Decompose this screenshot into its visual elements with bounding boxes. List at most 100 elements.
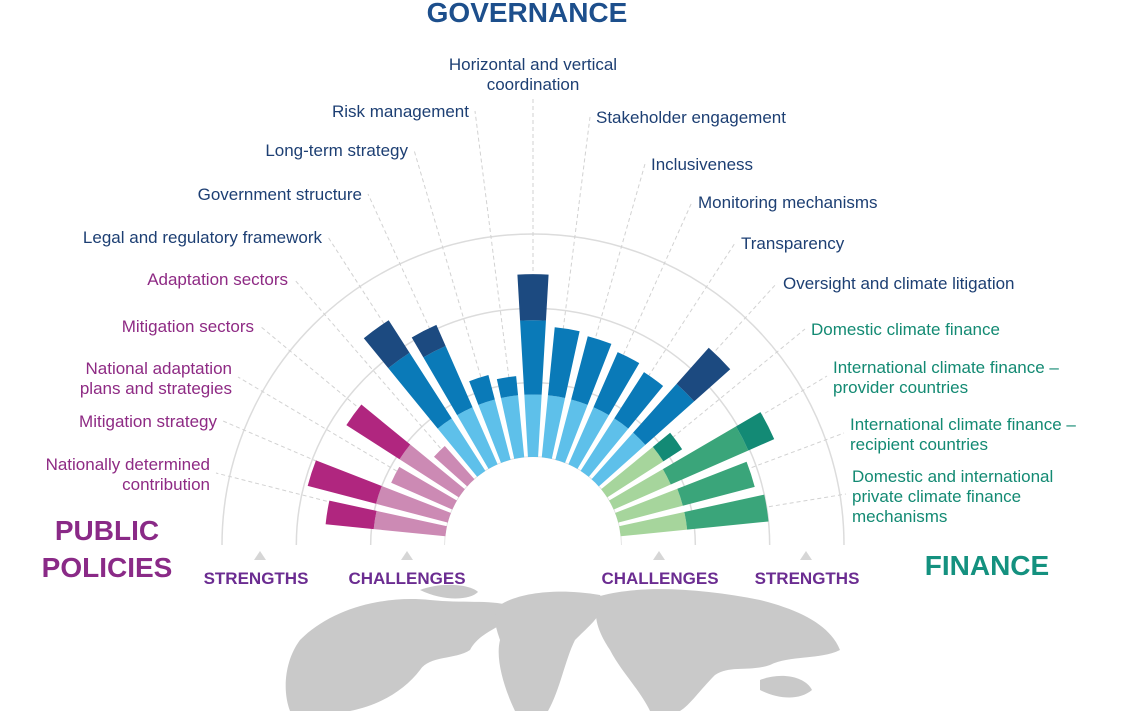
zone-label: CHALLENGES	[601, 569, 718, 588]
category-label: Mitigation strategy	[79, 412, 217, 431]
leader-line	[413, 149, 506, 458]
category-label-line: Oversight and climate litigation	[783, 274, 1015, 293]
bars	[307, 274, 775, 537]
bar-segment	[652, 432, 683, 462]
bar-segment	[547, 327, 580, 399]
bar-segment	[524, 394, 542, 458]
bar-segment	[469, 375, 495, 405]
group-title-line: FINANCE	[925, 550, 1049, 581]
category-label-line: Stakeholder engagement	[596, 108, 786, 127]
group-title: PUBLIC POLICIES	[42, 515, 173, 583]
bar-segment	[593, 352, 640, 416]
group-title-line: PUBLIC	[55, 515, 159, 546]
category-label: Mitigation sectors	[122, 317, 254, 336]
category-label: Domestic climate finance	[811, 320, 1000, 339]
bar-segment	[633, 383, 695, 445]
bar-segment	[391, 466, 458, 510]
group-title-line: POLICIES	[42, 552, 173, 583]
category-label-line: mechanisms	[852, 507, 947, 526]
bar-segment	[684, 494, 769, 530]
bar-segment	[388, 352, 452, 429]
bar-segment	[676, 347, 731, 402]
bar-segment	[614, 488, 683, 523]
category-label-line: Horizontal and vertical	[449, 55, 617, 74]
category-label: Monitoring mechanisms	[698, 193, 878, 212]
category-label-line: Long-term strategy	[265, 141, 408, 160]
category-label: Legal and regulatory framework	[83, 228, 323, 247]
bar-segment	[411, 324, 446, 358]
category-label-line: Legal and regulatory framework	[83, 228, 323, 247]
category-label: Inclusiveness	[651, 155, 753, 174]
bar-segment	[433, 445, 475, 487]
category-label-line: Transparency	[741, 234, 845, 253]
leader-line	[293, 278, 469, 481]
zone-label: CHALLENGES	[348, 569, 465, 588]
category-label: Domestic and international private climat…	[852, 467, 1053, 526]
category-label: Adaptation sectors	[147, 270, 288, 289]
zone-label: STRENGTHS	[755, 569, 860, 588]
bar-segment	[437, 418, 486, 477]
category-label-line: contribution	[122, 475, 210, 494]
bar-segment	[399, 444, 465, 498]
category-label: Transparency	[741, 234, 845, 253]
bar-segment	[555, 399, 588, 464]
category-label-line: National adaptation	[85, 359, 232, 378]
category-label-line: Domestic and international	[852, 467, 1053, 486]
bar-segment	[375, 486, 452, 523]
bar-segment	[677, 461, 755, 506]
bar-segment	[363, 320, 410, 369]
leader-line	[327, 236, 480, 471]
bar-segment	[520, 320, 546, 395]
bar-segment	[496, 376, 519, 399]
category-label: Stakeholder engagement	[596, 108, 786, 127]
category-label-line: recipient countries	[850, 435, 988, 454]
category-label-line: Mitigation sectors	[122, 317, 254, 336]
bar-segment	[614, 372, 664, 429]
bar-segment	[736, 412, 775, 451]
group-title-line: GOVERNANCE	[427, 0, 628, 28]
category-label: Government structure	[198, 185, 362, 204]
category-label-line: Risk management	[332, 102, 469, 121]
category-label-line: Domestic climate finance	[811, 320, 1000, 339]
category-label-line: International climate finance –	[833, 358, 1059, 377]
group-title: GOVERNANCE	[427, 0, 628, 28]
group-title: FINANCE	[925, 550, 1049, 581]
bar-segment	[568, 407, 609, 470]
bar-segment	[608, 469, 671, 510]
bar-segment	[591, 432, 646, 487]
category-label: Horizontal and vertical coordination	[449, 55, 617, 94]
category-label-line: coordination	[487, 75, 580, 94]
category-label-line: provider countries	[833, 378, 968, 397]
world-map	[285, 584, 840, 711]
bar-segment	[457, 407, 498, 470]
category-label-line: Nationally determined	[46, 455, 210, 474]
bar-segment	[478, 399, 511, 464]
category-label-line: Mitigation strategy	[79, 412, 217, 431]
bar-segment	[325, 500, 377, 530]
category-label: Oversight and climate litigation	[783, 274, 1015, 293]
leader-line	[237, 376, 452, 504]
bar-segment	[307, 460, 382, 504]
hub	[445, 457, 621, 545]
zone-label: STRENGTHS	[204, 569, 309, 588]
bar-segment	[517, 274, 549, 321]
category-label: International climate finance – recipient…	[850, 415, 1076, 454]
category-label-line: International climate finance –	[850, 415, 1076, 434]
bar-segment	[601, 446, 664, 498]
bar-segment	[423, 345, 473, 416]
leader-line	[614, 375, 828, 504]
bar-segment	[373, 510, 448, 537]
category-label-line: Inclusiveness	[651, 155, 753, 174]
category-label: International climate finance – provider …	[833, 358, 1059, 397]
category-label-line: plans and strategies	[80, 379, 232, 398]
category-label-line: Adaptation sectors	[147, 270, 288, 289]
category-label-line: Government structure	[198, 185, 362, 204]
category-label: National adaptation plans and strategies	[80, 359, 232, 398]
category-label: Long-term strategy	[265, 141, 408, 160]
category-label-line: private climate finance	[852, 487, 1021, 506]
category-label-line: Monitoring mechanisms	[698, 193, 878, 212]
category-label: Risk management	[332, 102, 469, 121]
bar-segment	[346, 404, 411, 460]
bar-segment	[571, 336, 612, 405]
